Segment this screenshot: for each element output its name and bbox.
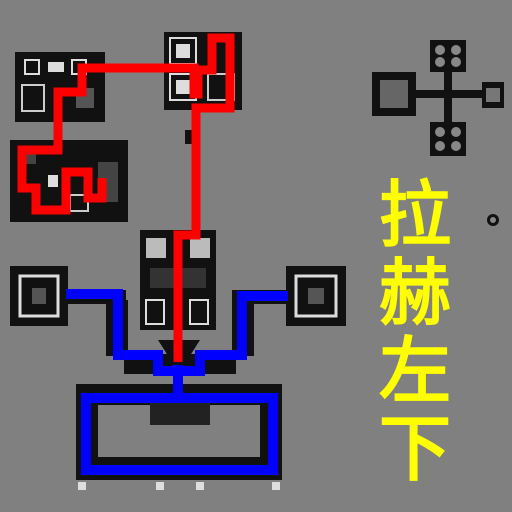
dot-marker-icon xyxy=(487,214,499,226)
caption-text: 拉 赫 左 下 xyxy=(355,176,475,488)
caption-char-4: 下 xyxy=(378,406,451,491)
caption-char-3: 左 xyxy=(378,328,451,413)
blue-route xyxy=(66,289,288,475)
red-route xyxy=(17,33,235,362)
cross-structure-icon xyxy=(372,40,504,156)
caption-char-1: 拉 xyxy=(378,172,451,257)
caption-char-2: 赫 xyxy=(378,250,451,335)
room-left xyxy=(10,266,68,326)
room-right xyxy=(286,266,346,326)
